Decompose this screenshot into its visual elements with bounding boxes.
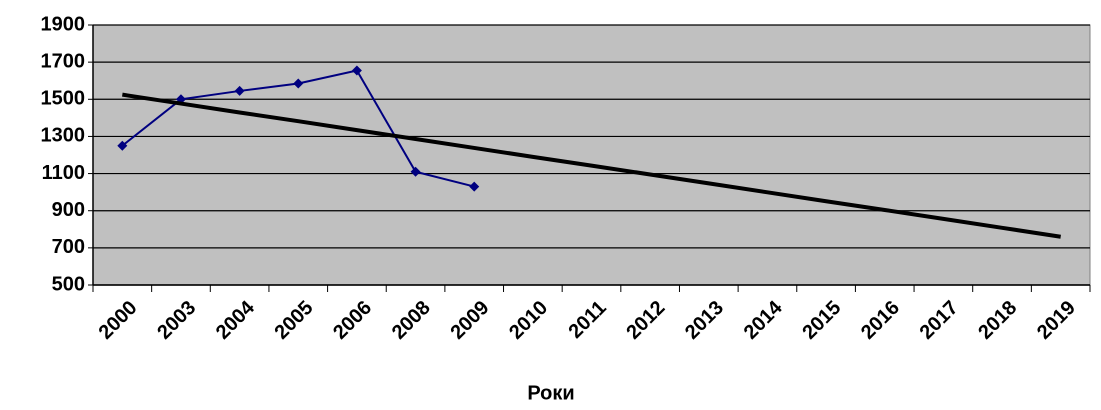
- y-tick-label: 900: [52, 199, 85, 221]
- x-tick-label: 2014: [740, 296, 788, 344]
- y-tick-label: 500: [52, 273, 85, 295]
- point-marker: [410, 166, 421, 177]
- point-marker: [469, 181, 480, 192]
- y-tick-label: 700: [52, 236, 85, 258]
- point-marker: [351, 65, 362, 76]
- x-tick-label: 2019: [1033, 297, 1080, 344]
- x-tick-label: 2003: [153, 297, 200, 344]
- x-tick-label: 2015: [798, 297, 845, 344]
- point-marker: [234, 85, 245, 96]
- x-tick-label: 2005: [271, 297, 318, 344]
- x-tick-label: 2013: [681, 297, 728, 344]
- x-tick-label: 2009: [446, 297, 493, 344]
- x-tick-label: 2011: [565, 297, 611, 343]
- x-tick-label: 2010: [505, 297, 552, 344]
- x-tick-label: 2008: [388, 297, 435, 344]
- x-tick-label: 2000: [95, 297, 142, 344]
- x-tick-label: 2016: [857, 297, 904, 344]
- x-tick-label: 2018: [974, 297, 1021, 344]
- y-tick-label: 1100: [42, 162, 85, 184]
- y-tick-label: 1900: [41, 13, 86, 35]
- x-axis-title: Роки: [527, 382, 574, 404]
- point-marker: [293, 78, 304, 89]
- plot-area: [92, 24, 1091, 286]
- trend-line: [122, 92, 1061, 239]
- x-tick-label: 2004: [212, 296, 260, 344]
- y-tick-label: 1300: [41, 125, 86, 147]
- point-marker: [117, 140, 128, 151]
- y-tick-label: 1500: [41, 88, 86, 110]
- x-tick-label: 2012: [622, 297, 669, 344]
- x-tick-label: 2006: [329, 297, 376, 344]
- y-tick-label: 1700: [41, 50, 86, 72]
- x-tick-label: 2017: [916, 297, 963, 344]
